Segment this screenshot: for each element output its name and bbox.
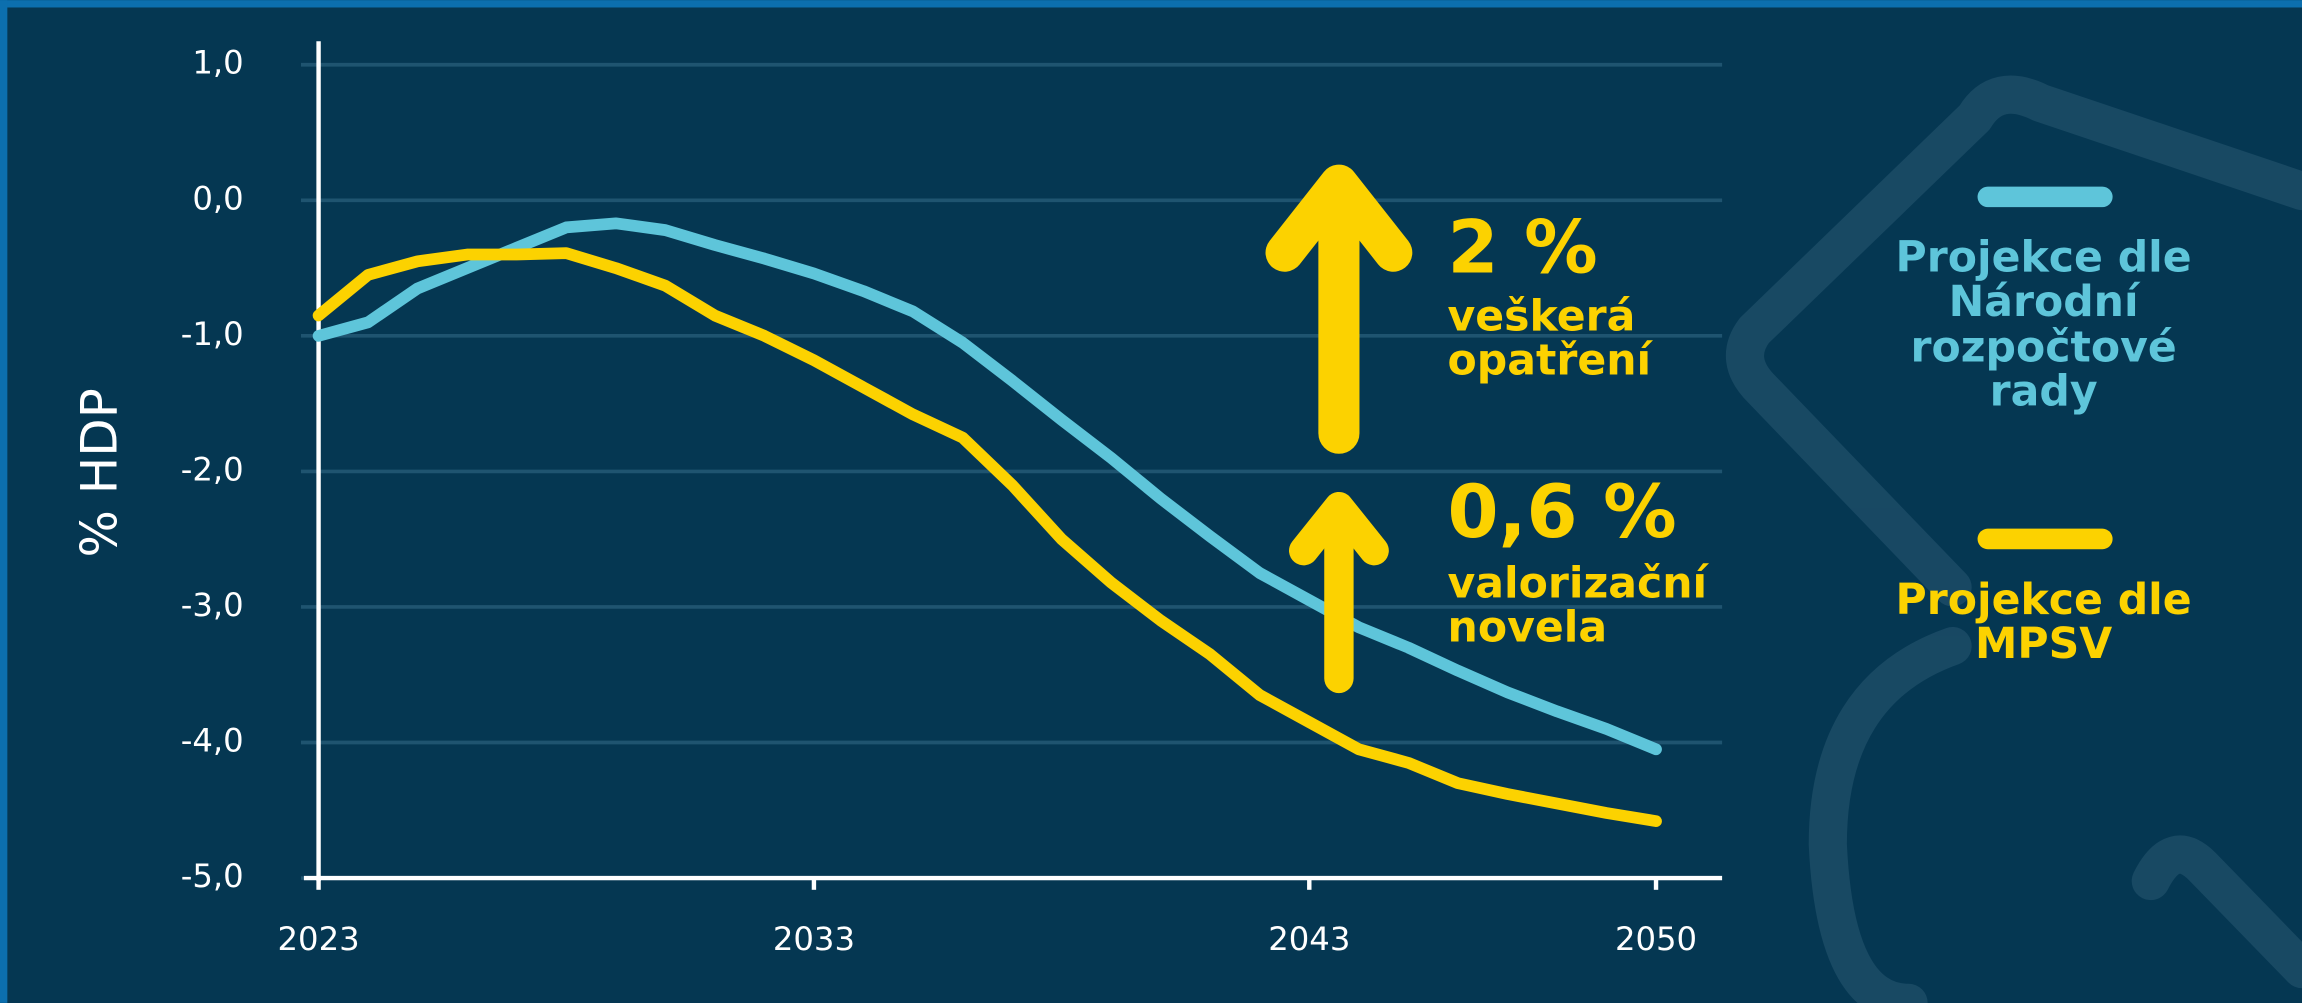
x-tick-label: 2033	[773, 920, 855, 958]
y-tick-label: -3,0	[181, 586, 244, 624]
legend-label: Projekce dle Národní rozpočtové rady	[1867, 235, 2219, 414]
y-axis-label: % HDP	[70, 388, 128, 557]
annotation-text: veškerá opatření	[1448, 294, 1698, 383]
top-border	[0, 0, 2302, 7]
page: {"chart_data": { "type": "line", "y_labe…	[0, 0, 2302, 1003]
x-tick-label: 2023	[278, 920, 360, 958]
annotation-text-box: veškerá opatření	[1448, 294, 1698, 426]
y-tick-label: 0,0	[192, 179, 243, 217]
y-tick-label: -1,0	[181, 315, 244, 353]
y-tick-label: -4,0	[181, 722, 244, 760]
annotation-text-box: valorizační novela	[1448, 561, 1742, 693]
x-tick-label: 2043	[1268, 920, 1350, 958]
y-tick-label: -5,0	[181, 857, 244, 895]
x-tick-label: 2050	[1615, 920, 1697, 958]
y-tick-label: -2,0	[181, 450, 244, 488]
chart: 1,0 0,0 -1,0 -2,0 -3,0 -4,0 -5,0 2023 2033 2043 20…	[0, 0, 2302, 1003]
left-border	[0, 0, 7, 1003]
legend-label: Projekce dle MPSV	[1867, 577, 2219, 666]
annotation-value: 2 %	[1448, 206, 1598, 291]
y-tick-label: 1,0	[192, 44, 243, 82]
annotation-text: valorizační novela	[1448, 561, 1742, 650]
legend-label-box: Projekce dle Národní rozpočtové rady	[1867, 235, 2219, 455]
annotation-value: 0,6 %	[1448, 470, 1677, 555]
legend-label-box: Projekce dle MPSV	[1867, 577, 2219, 709]
